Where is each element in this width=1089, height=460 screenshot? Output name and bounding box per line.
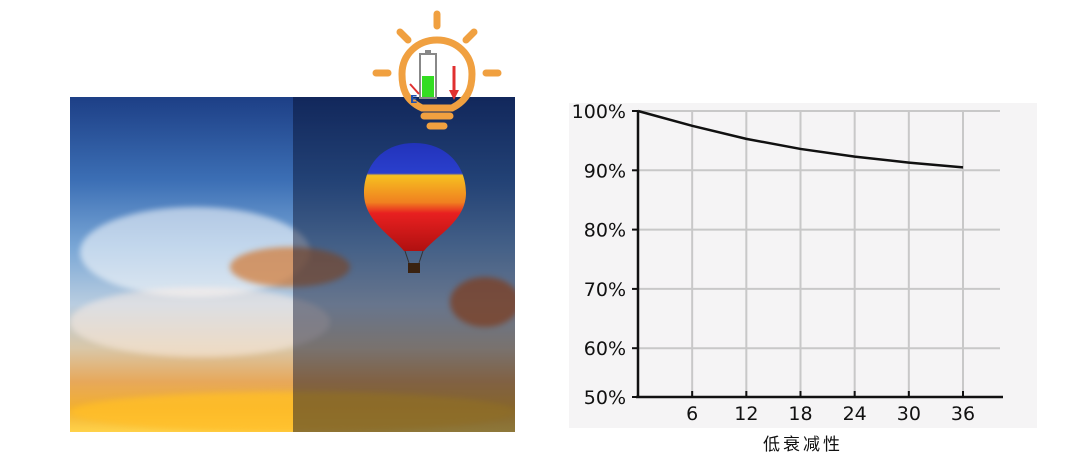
y-tick-label: 80%: [584, 220, 626, 242]
x-tick-label: 12: [734, 403, 758, 425]
chart-background: [569, 103, 1037, 428]
x-tick-label: 24: [843, 403, 867, 425]
x-axis-label: 低衰减性: [763, 435, 843, 455]
x-tick-label: 18: [788, 403, 812, 425]
gauge-e-label: E: [410, 93, 418, 106]
x-tick-label: 30: [897, 403, 921, 425]
y-tick-label: 70%: [584, 279, 626, 301]
sky-balloon-photo: [70, 97, 515, 432]
x-tick-label: 36: [951, 403, 975, 425]
x-tick-label: 6: [686, 403, 698, 425]
y-tick-label: 60%: [584, 338, 626, 360]
hot-air-balloon: [364, 143, 466, 273]
y-tick-label: 50%: [584, 387, 626, 409]
y-tick-label: 100%: [572, 101, 626, 123]
y-tick-label: 90%: [584, 160, 626, 182]
lightbulb-battery-icon: E: [372, 10, 502, 130]
